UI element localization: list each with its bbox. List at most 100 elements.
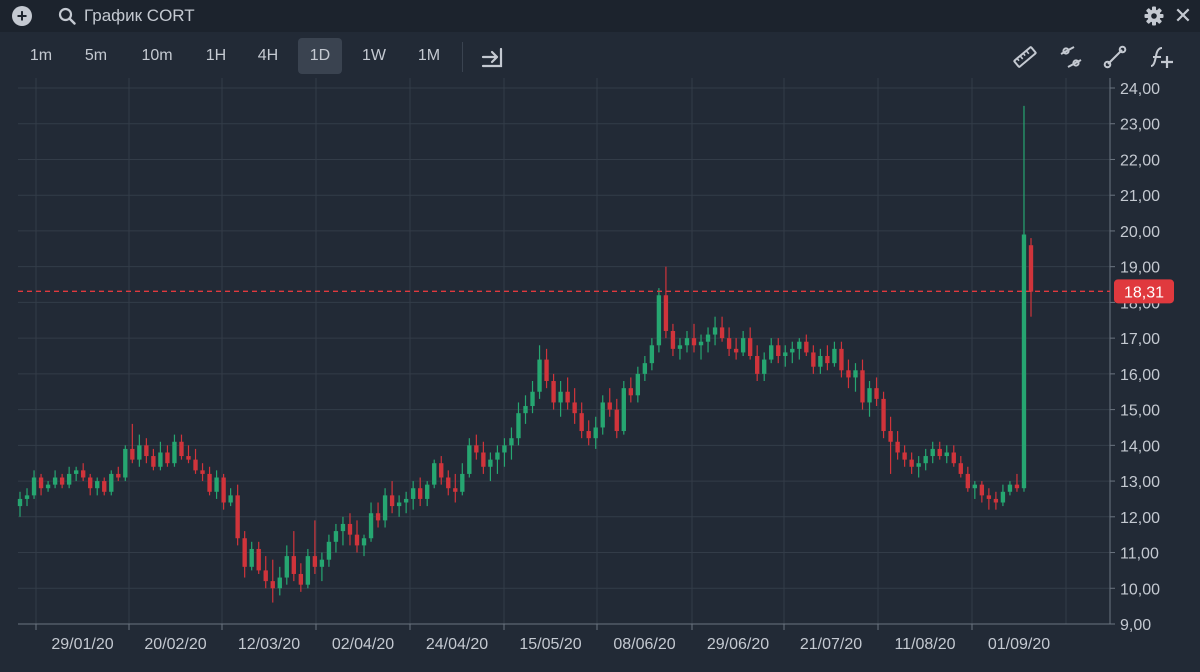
candle <box>144 438 149 464</box>
candle-body <box>1000 491 1006 503</box>
candle-body <box>867 388 872 403</box>
candle <box>762 352 767 382</box>
candle <box>642 356 648 382</box>
candle <box>263 556 268 589</box>
trend-line-icon[interactable] <box>1102 44 1128 70</box>
candle-body <box>446 477 451 489</box>
candle <box>755 345 760 382</box>
timeframe-1w[interactable]: 1W <box>362 47 386 64</box>
candle <box>45 481 51 492</box>
candle <box>389 481 395 514</box>
candle-body <box>45 484 51 489</box>
timeframe-1d[interactable]: 1D <box>298 38 342 74</box>
candle-body <box>895 441 900 453</box>
candle <box>944 445 949 464</box>
candle <box>719 316 725 342</box>
title-bar: + График CORT ✕ <box>0 0 1200 32</box>
candle-body <box>811 352 816 367</box>
candle-body <box>733 348 739 353</box>
y-tick-label: 9,00 <box>1120 617 1151 634</box>
timeframe-1m[interactable]: 1m <box>29 47 53 64</box>
candle <box>516 402 521 446</box>
candle-body <box>783 352 788 356</box>
candle <box>52 470 58 489</box>
candle-body <box>214 477 219 492</box>
candle-body <box>151 456 156 467</box>
x-tick-label: 08/06/20 <box>613 636 675 653</box>
candle-body <box>965 473 970 489</box>
candle-body <box>179 441 184 457</box>
candle-body <box>102 481 107 492</box>
candle <box>228 488 233 507</box>
candle <box>544 348 549 389</box>
close-icon[interactable]: ✕ <box>1173 3 1193 28</box>
candle <box>530 381 535 414</box>
timeframe-1h[interactable]: 1H <box>205 47 227 64</box>
add-chart-button[interactable]: + <box>12 6 32 26</box>
plus-icon: + <box>16 6 28 26</box>
candle <box>951 445 956 467</box>
timeframe-4h[interactable]: 4H <box>257 47 279 64</box>
candle <box>923 448 928 471</box>
candle-body <box>165 452 170 464</box>
y-tick-label: 10,00 <box>1120 581 1160 598</box>
candle-body <box>747 338 753 356</box>
candle-body <box>31 477 37 496</box>
candle <box>453 473 458 503</box>
candle-body <box>256 548 261 571</box>
candle-body <box>228 495 233 503</box>
price-axis: 9,00 10,00 11,00 12,00 13,00 14,00 15,00 16,00 1… <box>1109 78 1160 634</box>
candle <box>965 466 970 492</box>
candle-body <box>481 452 486 467</box>
candle-body <box>916 463 921 467</box>
candle-body <box>1014 484 1020 489</box>
candle-body <box>979 484 985 496</box>
candle-body <box>951 452 956 464</box>
candle <box>895 431 900 460</box>
candle <box>691 323 697 353</box>
candlestick-chart[interactable]: 9,00 10,00 11,00 12,00 13,00 14,00 15,00 16,00 1… <box>0 78 1200 672</box>
candle <box>410 481 416 510</box>
candle-body <box>319 559 325 567</box>
candle <box>986 488 992 510</box>
ruler-icon[interactable] <box>1012 44 1038 70</box>
x-tick-label: 01/09/20 <box>988 636 1050 653</box>
candle <box>172 434 177 467</box>
candle-body <box>263 570 268 582</box>
parallel-channel-icon[interactable] <box>1058 44 1084 70</box>
candle-body <box>993 498 999 503</box>
candle <box>375 502 381 528</box>
candle-body <box>333 531 339 542</box>
candle <box>846 359 851 389</box>
candle <box>684 330 690 353</box>
candle-body <box>221 477 226 503</box>
candle-body <box>235 495 240 539</box>
search-icon[interactable] <box>58 7 76 25</box>
gear-icon[interactable] <box>1143 5 1165 27</box>
candle <box>312 520 318 574</box>
candle-body <box>361 538 367 546</box>
candle <box>614 398 619 439</box>
x-tick-label: 24/04/20 <box>426 636 488 653</box>
candle <box>179 434 184 460</box>
timeframe-1m-month[interactable]: 1M <box>417 47 441 64</box>
candle <box>832 341 837 367</box>
candle-body <box>354 534 360 546</box>
candle <box>558 381 563 417</box>
timeframe-5m[interactable]: 5m <box>84 47 108 64</box>
candle <box>881 391 886 439</box>
candle-body <box>403 498 409 503</box>
candle <box>291 531 296 582</box>
candle <box>705 327 711 353</box>
candle <box>495 445 500 474</box>
timeframe-10m[interactable]: 10m <box>141 47 173 64</box>
candle-body <box>186 456 191 460</box>
candle <box>298 563 304 592</box>
candle <box>319 552 325 582</box>
candle-body <box>558 391 563 403</box>
add-indicator-icon[interactable] <box>1148 44 1174 70</box>
candle-body <box>755 356 760 374</box>
candle <box>481 441 486 474</box>
y-tick-label: 12,00 <box>1120 510 1160 527</box>
scroll-to-end-icon[interactable] <box>480 44 506 70</box>
